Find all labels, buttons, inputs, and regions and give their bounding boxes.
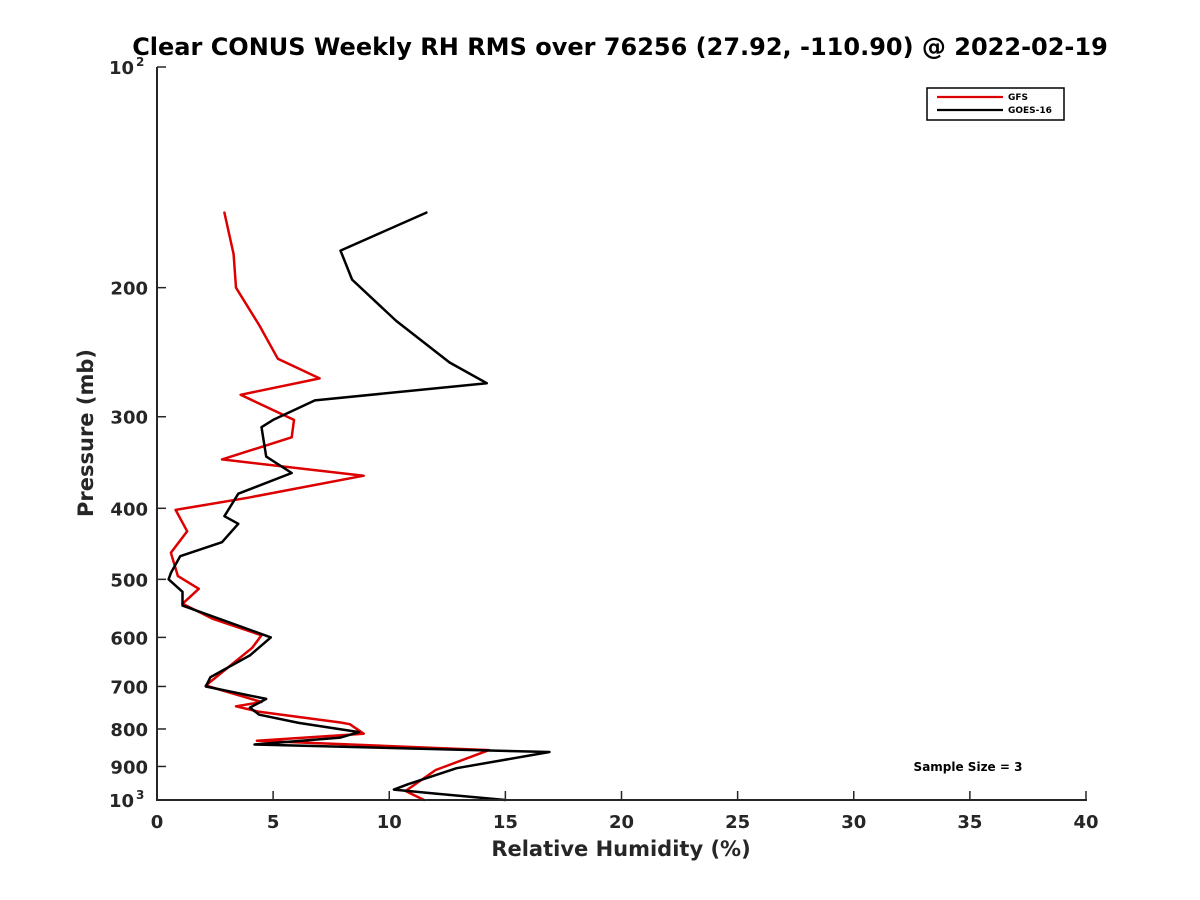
legend-label-gfs: GFS [1008,93,1028,103]
y-tick-label: 500 [110,570,148,591]
series-line-gfs [169,211,491,802]
legend-label-goes16: GOES-16 [1008,106,1052,116]
y-power-tick-exponent: 3 [136,788,144,802]
x-tick-label: 15 [493,812,518,833]
legend-box [926,87,1065,121]
x-tick-label: 0 [151,812,164,833]
x-tick-label: 40 [1073,812,1098,833]
y-power-tick-exponent: 2 [136,55,144,69]
x-tick-label: 10 [377,812,402,833]
series-line-goes16 [167,211,551,802]
y-tick-label: 300 [110,408,148,429]
x-tick-label: 5 [267,812,280,833]
y-tick-label: 900 [110,757,148,778]
x-tick-label: 25 [725,812,750,833]
x-ticks: 0 5 10 15 20 25 30 35 40 [151,791,1099,833]
x-tick-label: 35 [957,812,982,833]
series-layer [167,211,551,802]
y-power-tick-label: 10 [109,58,134,79]
x-axis-label: Relative Humidity (%) [491,837,750,861]
y-power-tick-label: 10 [109,791,134,812]
legend: GFS GOES-16 [926,87,1065,121]
x-tick-label: 30 [841,812,866,833]
y-axis-label: Pressure (mb) [74,349,98,517]
y-tick-label: 800 [110,720,148,741]
y-tick-label: 600 [110,628,148,649]
x-tick-label: 20 [609,812,634,833]
y-tick-label: 400 [110,499,148,520]
sample-size-annotation: Sample Size = 3 [914,760,1023,774]
y-tick-label: 200 [110,279,148,300]
y-tick-label: 700 [110,677,148,698]
chart-title: Clear CONUS Weekly RH RMS over 76256 (27… [132,33,1108,61]
